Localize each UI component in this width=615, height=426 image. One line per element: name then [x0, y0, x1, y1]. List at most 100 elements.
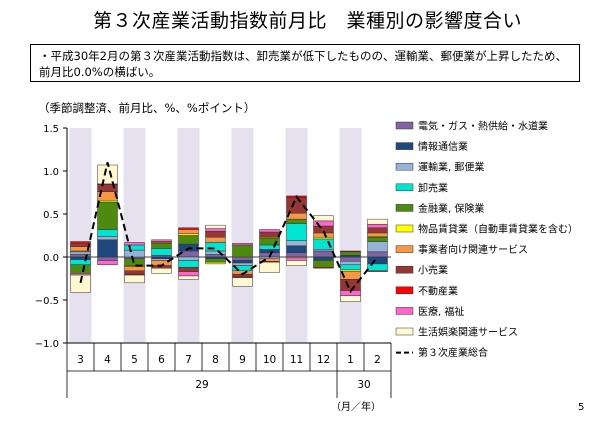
x-tick-label: 3 — [77, 354, 84, 366]
x-tick-label: 11 — [290, 354, 303, 366]
bar-segment — [178, 227, 199, 230]
bar-segment — [178, 256, 199, 261]
y-tick-label: 0.0 — [43, 253, 59, 264]
x-tick-label: 8 — [212, 354, 219, 366]
bar-segment — [205, 228, 226, 232]
year-label: 30 — [357, 379, 370, 391]
bar-segment — [205, 258, 226, 263]
legend-label: 情報通信業 — [418, 140, 468, 153]
legend-label: 卸売業 — [418, 181, 448, 194]
shade-band — [123, 128, 146, 343]
shade-band — [69, 128, 92, 343]
x-tick-label: 5 — [131, 354, 138, 366]
bar-segment — [367, 232, 388, 237]
shade-band — [231, 128, 254, 343]
bar-segment — [124, 244, 145, 251]
legend-swatch — [395, 245, 414, 253]
bar-segment — [97, 260, 118, 265]
y-tick-label: −1.0 — [35, 339, 59, 350]
legend-swatch — [395, 204, 414, 212]
x-tick-label: 12 — [317, 354, 330, 366]
x-tick-label: 7 — [185, 354, 192, 366]
bar-segment — [124, 274, 145, 284]
legend-label-total: 第３次産業総合 — [418, 346, 488, 359]
bar-segment — [286, 218, 307, 224]
legend-label: 不動産業 — [418, 284, 458, 297]
bar-segment — [367, 227, 388, 234]
bar-segment — [205, 261, 226, 265]
x-tick-label: 2 — [374, 354, 381, 366]
legend-label: 事業者向け関連サービス — [418, 243, 528, 256]
bar-segment — [340, 250, 361, 253]
legend-swatch — [395, 286, 414, 295]
bar-segment — [367, 251, 388, 258]
legend-swatch — [395, 162, 414, 171]
bar-segment — [232, 256, 253, 261]
bar-segment — [340, 255, 361, 258]
page-number: 5 — [578, 402, 585, 413]
bar-segment — [151, 255, 172, 258]
bar-segment — [205, 230, 226, 238]
bar-segment — [178, 267, 199, 272]
bar-segment — [178, 233, 199, 236]
bar-segment — [286, 223, 307, 241]
bar-segment — [124, 249, 145, 258]
bar-segment — [205, 236, 226, 243]
bar-segment — [232, 242, 253, 246]
bar-segment — [313, 249, 334, 252]
legend-label: 生活娯楽関連サービス — [418, 326, 518, 339]
total-line — [79, 162, 379, 294]
bar-segment — [259, 244, 280, 250]
x-tick-label: 1 — [347, 354, 354, 366]
legend-label: 電気・ガス・熱供給・水道業 — [418, 120, 548, 133]
bar-segment — [367, 270, 388, 272]
summary-note: ・平成30年2月の第３次産業活動指数は、卸売業が低下したものの、運輸業、郵便業が… — [30, 44, 580, 82]
y-tick-label: −0.5 — [35, 296, 59, 307]
bar-segment — [259, 261, 280, 273]
bar-segment — [70, 241, 91, 244]
bar-segment — [340, 251, 361, 256]
bar-segment — [313, 215, 334, 222]
y-tick-label: 1.0 — [43, 167, 59, 178]
bar-segment — [70, 274, 91, 293]
legend-swatch — [395, 142, 414, 150]
bar-segment — [367, 256, 388, 265]
bar-segment — [205, 224, 226, 229]
legend-swatch — [395, 307, 414, 315]
bar-segment — [124, 266, 145, 272]
legend-label: 金融業, 保険業 — [418, 202, 484, 215]
bar-segment — [259, 249, 280, 253]
bar-segment — [313, 260, 334, 268]
bar-segment — [286, 260, 307, 266]
bar-segment — [97, 256, 118, 261]
bar-segment — [340, 269, 361, 272]
y-tick-label: 1.5 — [43, 124, 59, 135]
x-axis-unit: （月／年） — [331, 400, 381, 413]
bar-segment — [286, 252, 307, 258]
bar-segment — [97, 201, 118, 230]
bar-segment — [97, 236, 118, 241]
bar-segment — [151, 242, 172, 249]
bar-segment — [178, 235, 199, 245]
bar-segment — [313, 267, 334, 269]
bar-segment — [151, 239, 172, 242]
legend-swatch — [395, 265, 414, 274]
bar-segment — [97, 229, 118, 237]
y-tick-label: 0.5 — [43, 210, 59, 221]
bar-segment — [97, 239, 118, 258]
bar-segment — [124, 270, 145, 275]
bar-segment — [70, 264, 91, 274]
x-tick-label: 6 — [158, 354, 165, 366]
bar-segment — [367, 218, 388, 225]
bar-segment — [367, 236, 388, 242]
bar-segment — [97, 164, 118, 185]
page-title: 第３次産業活動指数前月比 業種別の影響度合い — [92, 10, 522, 32]
bar-segment — [70, 273, 91, 276]
bar-segment — [313, 250, 334, 258]
bar-segment — [124, 256, 145, 259]
bar-segment — [151, 267, 172, 274]
bar-segment — [286, 257, 307, 261]
bar-segment — [367, 224, 388, 229]
bar-segment — [178, 271, 199, 277]
bar-segment — [340, 261, 361, 265]
